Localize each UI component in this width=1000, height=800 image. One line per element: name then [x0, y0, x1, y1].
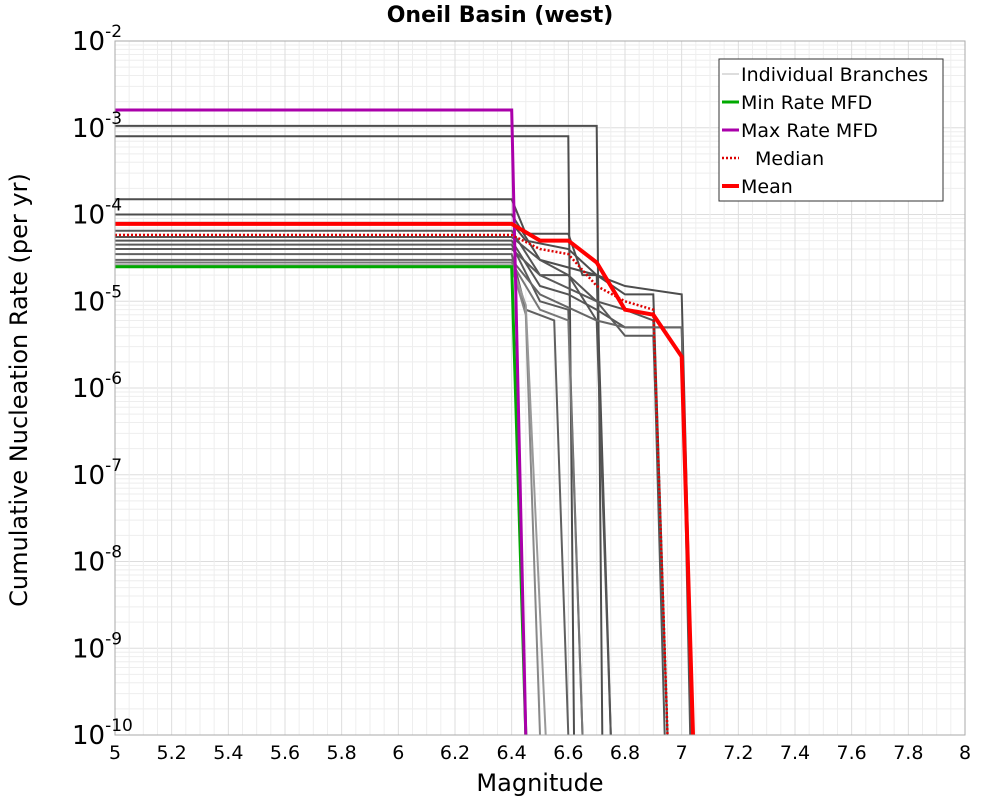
- legend: Individual Branches Min Rate MFD Max Rate …: [718, 58, 944, 202]
- x-tick-label: 5.6: [270, 742, 300, 764]
- y-tick-label: 10-4: [72, 196, 122, 231]
- x-tick-label: 6.6: [553, 742, 583, 764]
- series-line-max-rate-mfd: [115, 108, 528, 736]
- legend-label: Min Rate MFD: [741, 92, 872, 114]
- x-tick-label: 8: [959, 742, 971, 764]
- series-line-individual-branches: [115, 229, 666, 736]
- x-tick-label: 7: [676, 742, 688, 764]
- legend-box: [718, 58, 944, 202]
- legend-label: Median: [755, 148, 824, 170]
- x-axis-ticks: 5 5.2 5.4 5.6 5.8 6 6.2 6.4 6.6 6.8 7 7.2 7.4 7.6 7.8 8: [109, 742, 971, 764]
- x-tick-label: 6.8: [610, 742, 640, 764]
- legend-label: Max Rate MFD: [741, 120, 878, 142]
- x-axis-label: Magnitude: [476, 769, 603, 797]
- series-line-individual-branches: [115, 258, 694, 736]
- legend-label: Individual Branches: [741, 64, 928, 86]
- x-tick-label: 7.8: [893, 742, 923, 764]
- x-tick-label: 6: [392, 742, 404, 764]
- y-tick-label: 10-3: [72, 109, 122, 144]
- series-line-individual-branches: [115, 261, 584, 736]
- y-tick-label: 10-9: [72, 629, 122, 664]
- x-tick-label: 5.4: [213, 742, 243, 764]
- series-line-individual-branches: [115, 135, 575, 736]
- chart-title: Oneil Basin (west): [387, 3, 614, 28]
- series-line-mean: [115, 221, 695, 736]
- x-tick-label: 7.4: [780, 742, 810, 764]
- x-tick-label: 5.8: [327, 742, 357, 764]
- x-tick-label: 6.4: [497, 742, 527, 764]
- x-tick-label: 6.2: [440, 742, 470, 764]
- series-line-individual-branches: [115, 124, 604, 736]
- x-tick-label: 7.2: [723, 742, 753, 764]
- y-tick-label: 10-5: [72, 282, 122, 317]
- y-tick-label: 10-6: [72, 369, 122, 404]
- x-tick-label: 5.2: [157, 742, 187, 764]
- x-tick-label: 5: [109, 742, 121, 764]
- series-layer: [115, 108, 695, 736]
- y-tick-label: 10-2: [72, 22, 122, 57]
- y-tick-label: 10-8: [72, 543, 122, 578]
- y-axis-label: Cumulative Nucleation Rate (per yr): [5, 173, 33, 607]
- y-tick-label: 10-7: [72, 456, 122, 491]
- y-axis-ticks: 10-2 10-3 10-4 10-5 10-6 10-7 10-8 10-9 10-10: [72, 22, 133, 751]
- series-line-individual-branches: [115, 248, 669, 736]
- series-line-individual-branches: [115, 236, 612, 736]
- plot-frame: [114, 40, 966, 736]
- legend-label: Mean: [741, 176, 793, 198]
- series-line-median: [115, 233, 669, 736]
- x-tick-label: 7.6: [837, 742, 867, 764]
- y-tick-label: 10-10: [72, 716, 133, 751]
